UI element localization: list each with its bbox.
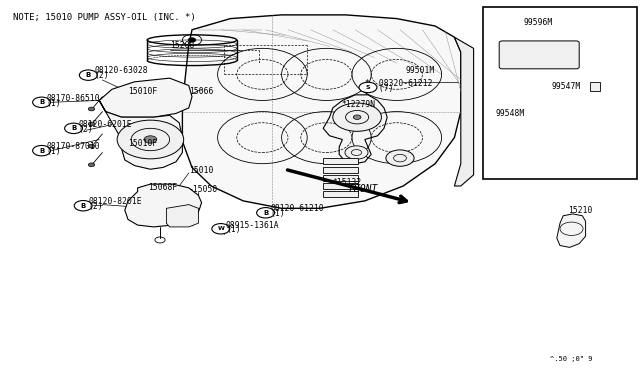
Polygon shape	[166, 205, 198, 227]
Text: 15210: 15210	[568, 206, 592, 215]
Circle shape	[88, 144, 95, 148]
Text: B: B	[39, 99, 44, 105]
Polygon shape	[557, 214, 586, 247]
Text: 15010F: 15010F	[128, 139, 157, 148]
Bar	[323, 175, 358, 181]
Text: *: *	[364, 79, 369, 88]
Polygon shape	[454, 37, 474, 186]
Text: 99596M: 99596M	[524, 18, 553, 27]
Circle shape	[353, 115, 361, 119]
Text: 15208: 15208	[170, 41, 194, 50]
Text: (7): (7)	[374, 84, 393, 93]
Text: 08120-61210: 08120-61210	[271, 204, 324, 213]
Bar	[323, 183, 358, 189]
Circle shape	[117, 120, 184, 159]
Circle shape	[88, 107, 95, 111]
Text: B: B	[39, 148, 44, 154]
Circle shape	[333, 103, 381, 131]
Circle shape	[144, 136, 157, 143]
Bar	[590, 82, 600, 91]
Text: 08120-8201E: 08120-8201E	[88, 198, 142, 206]
Text: (1): (1)	[47, 147, 61, 156]
Circle shape	[65, 123, 83, 134]
Text: 08170-86510: 08170-86510	[47, 94, 100, 103]
Text: *15132: *15132	[333, 178, 362, 187]
Polygon shape	[99, 78, 192, 117]
Circle shape	[359, 82, 377, 93]
Text: 08320-61212: 08320-61212	[374, 79, 432, 88]
Text: NOTE; 15010 PUMP ASSY-OIL (INC. *): NOTE; 15010 PUMP ASSY-OIL (INC. *)	[13, 13, 196, 22]
Text: 15010F: 15010F	[128, 87, 157, 96]
Text: 99548M: 99548M	[496, 109, 525, 118]
Polygon shape	[99, 100, 182, 169]
Polygon shape	[125, 184, 202, 227]
FancyBboxPatch shape	[499, 41, 579, 69]
Text: (2): (2)	[95, 71, 109, 80]
Text: B: B	[71, 125, 76, 131]
Bar	[323, 158, 358, 164]
Text: B: B	[263, 210, 268, 216]
Text: S: S	[365, 85, 371, 90]
Text: (1): (1)	[271, 209, 285, 218]
Circle shape	[551, 51, 560, 57]
Text: FRONT: FRONT	[349, 184, 378, 194]
Text: 08120-63028: 08120-63028	[95, 66, 148, 75]
Circle shape	[257, 208, 275, 218]
Text: 08170-87010: 08170-87010	[47, 142, 100, 151]
Polygon shape	[182, 15, 461, 208]
Circle shape	[345, 146, 368, 159]
Circle shape	[513, 51, 522, 57]
Text: (1): (1)	[47, 99, 61, 108]
Text: -15050: -15050	[189, 185, 218, 194]
Text: *12279N: *12279N	[341, 100, 375, 109]
Text: (2): (2)	[88, 202, 103, 211]
Text: 99547M: 99547M	[552, 82, 581, 91]
Circle shape	[79, 70, 97, 80]
Bar	[323, 191, 358, 197]
Circle shape	[74, 201, 92, 211]
Circle shape	[88, 122, 95, 126]
Circle shape	[212, 224, 230, 234]
Text: 08915-1361A: 08915-1361A	[226, 221, 280, 230]
Circle shape	[33, 97, 51, 108]
Polygon shape	[323, 95, 387, 164]
Circle shape	[386, 150, 414, 166]
Bar	[323, 167, 358, 173]
Text: 99501M: 99501M	[405, 66, 435, 75]
Circle shape	[579, 91, 611, 110]
Circle shape	[33, 145, 51, 156]
Text: 15010: 15010	[189, 166, 213, 174]
Text: ^.50 ;0" 9: ^.50 ;0" 9	[550, 356, 593, 362]
Text: W: W	[218, 226, 224, 231]
Text: B: B	[81, 203, 86, 209]
Text: (2): (2)	[79, 125, 93, 134]
Text: (1): (1)	[226, 225, 241, 234]
Text: 08120-6201E: 08120-6201E	[79, 120, 132, 129]
Text: B: B	[86, 72, 91, 78]
Circle shape	[532, 103, 543, 109]
Text: 15066: 15066	[189, 87, 213, 96]
Text: 15068F: 15068F	[148, 183, 178, 192]
Bar	[483, 7, 637, 179]
Circle shape	[88, 163, 95, 167]
Circle shape	[188, 38, 196, 42]
